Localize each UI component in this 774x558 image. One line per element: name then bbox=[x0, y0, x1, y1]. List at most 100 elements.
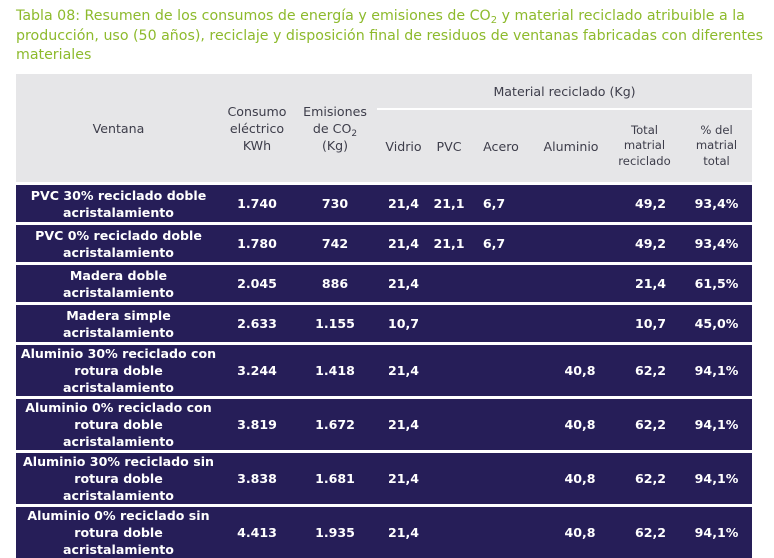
consumo-cell: 1.780 bbox=[221, 225, 293, 262]
pvc-cell bbox=[430, 265, 468, 302]
ventana-line: Aluminio 30% reciclado sin bbox=[23, 454, 214, 469]
header-emisiones-line2: de CO2 bbox=[293, 120, 377, 139]
row-spacer-cell bbox=[16, 504, 753, 507]
header-material-reciclado: Material reciclado (Kg) bbox=[377, 74, 753, 110]
header-pct-line1: % del bbox=[700, 122, 733, 137]
pct-total-cell: 94,1% bbox=[681, 345, 753, 396]
acero-cell bbox=[468, 453, 534, 504]
ventana-line: Aluminio 30% reciclado con bbox=[20, 346, 217, 361]
acero-cell bbox=[468, 305, 534, 342]
total-reciclado-cell: 62,2 bbox=[608, 453, 681, 504]
header-pct-line2: matrial bbox=[695, 138, 738, 153]
ventana-line: Aluminio 0% reciclado con bbox=[25, 400, 212, 415]
caption-text-start: Tabla 08: Resumen de los consumos de ene… bbox=[16, 8, 491, 24]
ventana-line: acristalamiento bbox=[63, 244, 174, 260]
ventana-line: rotura doble acristalamiento bbox=[63, 363, 174, 395]
pct-total-cell: 94,1% bbox=[681, 507, 753, 558]
consumo-cell: 2.633 bbox=[221, 305, 293, 342]
header-emisiones: Emisiones de CO2 (Kg) bbox=[293, 74, 377, 182]
emisiones-cell: 1.935 bbox=[293, 507, 377, 558]
acero-cell bbox=[468, 345, 534, 396]
ventana-cell: Aluminio 0% reciclado sin rotura doble ac… bbox=[16, 507, 221, 558]
pvc-cell: 21,1 bbox=[430, 225, 468, 262]
energy-emissions-table: Ventana Consumo eléctrico KWh Emisiones … bbox=[16, 74, 753, 558]
consumo-cell: 3.819 bbox=[221, 399, 293, 450]
header-emisiones-line1: Emisiones bbox=[303, 103, 367, 119]
vidrio-cell: 21,4 bbox=[377, 225, 430, 262]
pct-total-cell: 45,0% bbox=[681, 305, 753, 342]
vidrio-cell: 21,4 bbox=[377, 185, 430, 222]
total-reciclado-cell: 62,2 bbox=[608, 345, 681, 396]
header-aluminio: Aluminio bbox=[534, 109, 608, 182]
consumo-cell: 3.838 bbox=[221, 453, 293, 504]
ventana-line: Aluminio 0% reciclado sin bbox=[27, 508, 210, 523]
row-spacer-cell bbox=[16, 262, 753, 265]
row-spacer bbox=[16, 504, 753, 507]
row-spacer bbox=[16, 262, 753, 265]
ventana-line: rotura doble acristalamiento bbox=[63, 525, 174, 557]
header-emisiones-sub: 2 bbox=[351, 128, 358, 139]
ventana-line: Madera simple bbox=[66, 307, 171, 323]
consumo-cell: 3.244 bbox=[221, 345, 293, 396]
caption-text-end: y material reciclado atribuible a la pro… bbox=[16, 8, 764, 63]
emisiones-cell: 1.681 bbox=[293, 453, 377, 504]
table-row: Aluminio 30% reciclado sin rotura doble a… bbox=[16, 453, 753, 504]
row-spacer bbox=[16, 342, 753, 345]
consumo-cell: 4.413 bbox=[221, 507, 293, 558]
caption-subscript: 2 bbox=[490, 15, 498, 26]
ventana-line: rotura doble acristalamiento bbox=[63, 471, 174, 503]
total-reciclado-cell: 62,2 bbox=[608, 399, 681, 450]
ventana-cell: Aluminio 30% reciclado sin rotura doble a… bbox=[16, 453, 221, 504]
header-total-line1: Total bbox=[630, 122, 659, 137]
header-consumo: Consumo eléctrico KWh bbox=[221, 74, 293, 182]
row-spacer bbox=[16, 222, 753, 225]
table-row: PVC 0% reciclado doble acristalamiento 1.7… bbox=[16, 225, 753, 262]
header-ventana: Ventana bbox=[16, 74, 221, 182]
table-row: Madera simple acristalamiento 2.633 1.155 10… bbox=[16, 305, 753, 342]
aluminio-cell bbox=[534, 265, 608, 302]
consumo-cell: 2.045 bbox=[221, 265, 293, 302]
emisiones-cell: 1.418 bbox=[293, 345, 377, 396]
total-reciclado-cell: 10,7 bbox=[608, 305, 681, 342]
header-consumo-line1: Consumo bbox=[227, 103, 287, 119]
table-row: Madera doble acristalamiento 2.045 886 21,4 2… bbox=[16, 265, 753, 302]
total-reciclado-cell: 49,2 bbox=[608, 225, 681, 262]
acero-cell: 6,7 bbox=[468, 185, 534, 222]
aluminio-cell: 40,8 bbox=[534, 399, 608, 450]
header-total: Total matrial reciclado bbox=[608, 109, 681, 182]
table-caption: Tabla 08: Resumen de los consumos de ene… bbox=[16, 7, 766, 66]
emisiones-cell: 742 bbox=[293, 225, 377, 262]
vidrio-cell: 21,4 bbox=[377, 507, 430, 558]
pvc-cell bbox=[430, 399, 468, 450]
emisiones-cell: 730 bbox=[293, 185, 377, 222]
header-acero: Acero bbox=[468, 109, 534, 182]
row-spacer-cell bbox=[16, 396, 753, 399]
pvc-cell bbox=[430, 453, 468, 504]
row-spacer bbox=[16, 396, 753, 399]
header-total-line2: matrial bbox=[623, 138, 666, 153]
ventana-cell: PVC 30% reciclado doble acristalamiento bbox=[16, 185, 221, 222]
ventana-line: acristalamiento bbox=[63, 204, 174, 220]
row-spacer-cell bbox=[16, 342, 753, 345]
aluminio-cell bbox=[534, 305, 608, 342]
emisiones-cell: 886 bbox=[293, 265, 377, 302]
row-spacer-cell bbox=[16, 182, 753, 185]
pct-total-cell: 93,4% bbox=[681, 225, 753, 262]
pvc-cell bbox=[430, 507, 468, 558]
row-spacer bbox=[16, 182, 753, 185]
ventana-cell: Aluminio 0% reciclado con rotura doble ac… bbox=[16, 399, 221, 450]
header-pct: % del matrial total bbox=[681, 109, 753, 182]
row-spacer-cell bbox=[16, 450, 753, 453]
header-pvc: PVC bbox=[430, 109, 468, 182]
pct-total-cell: 94,1% bbox=[681, 453, 753, 504]
header-emisiones-line3: (Kg) bbox=[321, 137, 349, 153]
pvc-cell bbox=[430, 305, 468, 342]
ventana-line: rotura doble acristalamiento bbox=[63, 417, 174, 449]
pct-total-cell: 93,4% bbox=[681, 185, 753, 222]
row-spacer-cell bbox=[16, 222, 753, 225]
pct-total-cell: 61,5% bbox=[681, 265, 753, 302]
ventana-line: PVC 30% reciclado doble bbox=[30, 187, 207, 203]
ventana-line: acristalamiento bbox=[63, 284, 174, 300]
header-consumo-line3: KWh bbox=[242, 137, 272, 153]
pct-total-cell: 94,1% bbox=[681, 399, 753, 450]
